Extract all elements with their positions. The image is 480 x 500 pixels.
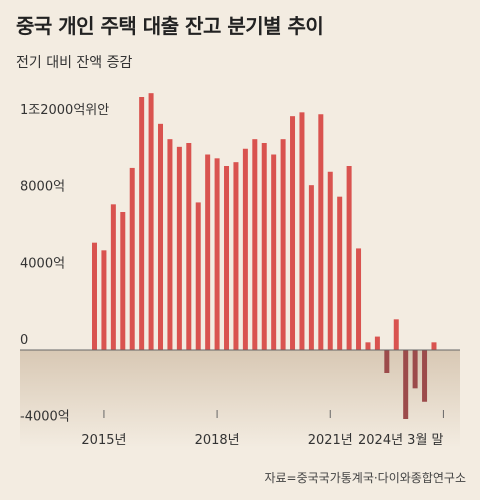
y-tick-label: 4000억: [20, 256, 65, 271]
bar: [403, 350, 409, 419]
x-axis-labels: 2015년 2018년 2021년 2024년 3월 말: [81, 410, 444, 448]
bar: [290, 116, 296, 350]
bar: [280, 139, 286, 350]
source-note: 자료=중국국가통계국·다이와종합연구소: [264, 471, 466, 485]
x-tick-label: 2021년: [308, 433, 353, 448]
bar: [318, 114, 324, 350]
bar: [214, 158, 220, 350]
y-tick-label: 0: [20, 333, 28, 348]
bar: [148, 93, 154, 351]
bar: [393, 319, 399, 350]
bar: [186, 143, 192, 350]
bar: [337, 196, 343, 350]
bar: [242, 148, 248, 350]
bar: [233, 162, 239, 350]
bar: [195, 202, 201, 350]
bar: [92, 242, 97, 350]
bar: [158, 123, 164, 350]
bar: [374, 336, 380, 350]
bar: [224, 166, 230, 350]
bar: [365, 342, 371, 350]
y-tick-label: -4000억: [20, 410, 70, 425]
bar: [346, 166, 352, 350]
bar: [431, 342, 437, 350]
bar: [384, 350, 390, 373]
x-tick-label: 2024년 3월 말: [358, 433, 444, 448]
bars-group: [92, 93, 437, 419]
bar: [120, 212, 126, 350]
bar: [101, 250, 107, 350]
bar: [422, 350, 428, 402]
chart-subtitle: 전기 대비 잔액 증감: [16, 55, 133, 71]
chart-title: 중국 개인 주택 대출 잔고 분기별 추이: [16, 14, 324, 38]
y-axis-labels: 1조2000억위안 8000억 4000억 0 -4000억: [20, 103, 109, 425]
bar: [139, 97, 145, 350]
x-tick-label: 2015년: [81, 433, 126, 448]
bar: [356, 248, 362, 350]
bar: [176, 146, 182, 350]
x-tick-label: 2018년: [195, 433, 240, 448]
bar: [129, 167, 135, 350]
y-tick-label: 8000억: [20, 180, 65, 195]
bar: [205, 154, 211, 350]
bar: [271, 154, 277, 350]
bar: [110, 204, 116, 350]
bar: [412, 350, 418, 389]
bar: [167, 139, 173, 350]
bar: [308, 185, 314, 350]
bar: [327, 171, 333, 350]
bar: [299, 112, 305, 350]
y-tick-label: 1조2000억위안: [20, 103, 109, 118]
bar: [252, 139, 258, 350]
bar: [261, 143, 267, 350]
